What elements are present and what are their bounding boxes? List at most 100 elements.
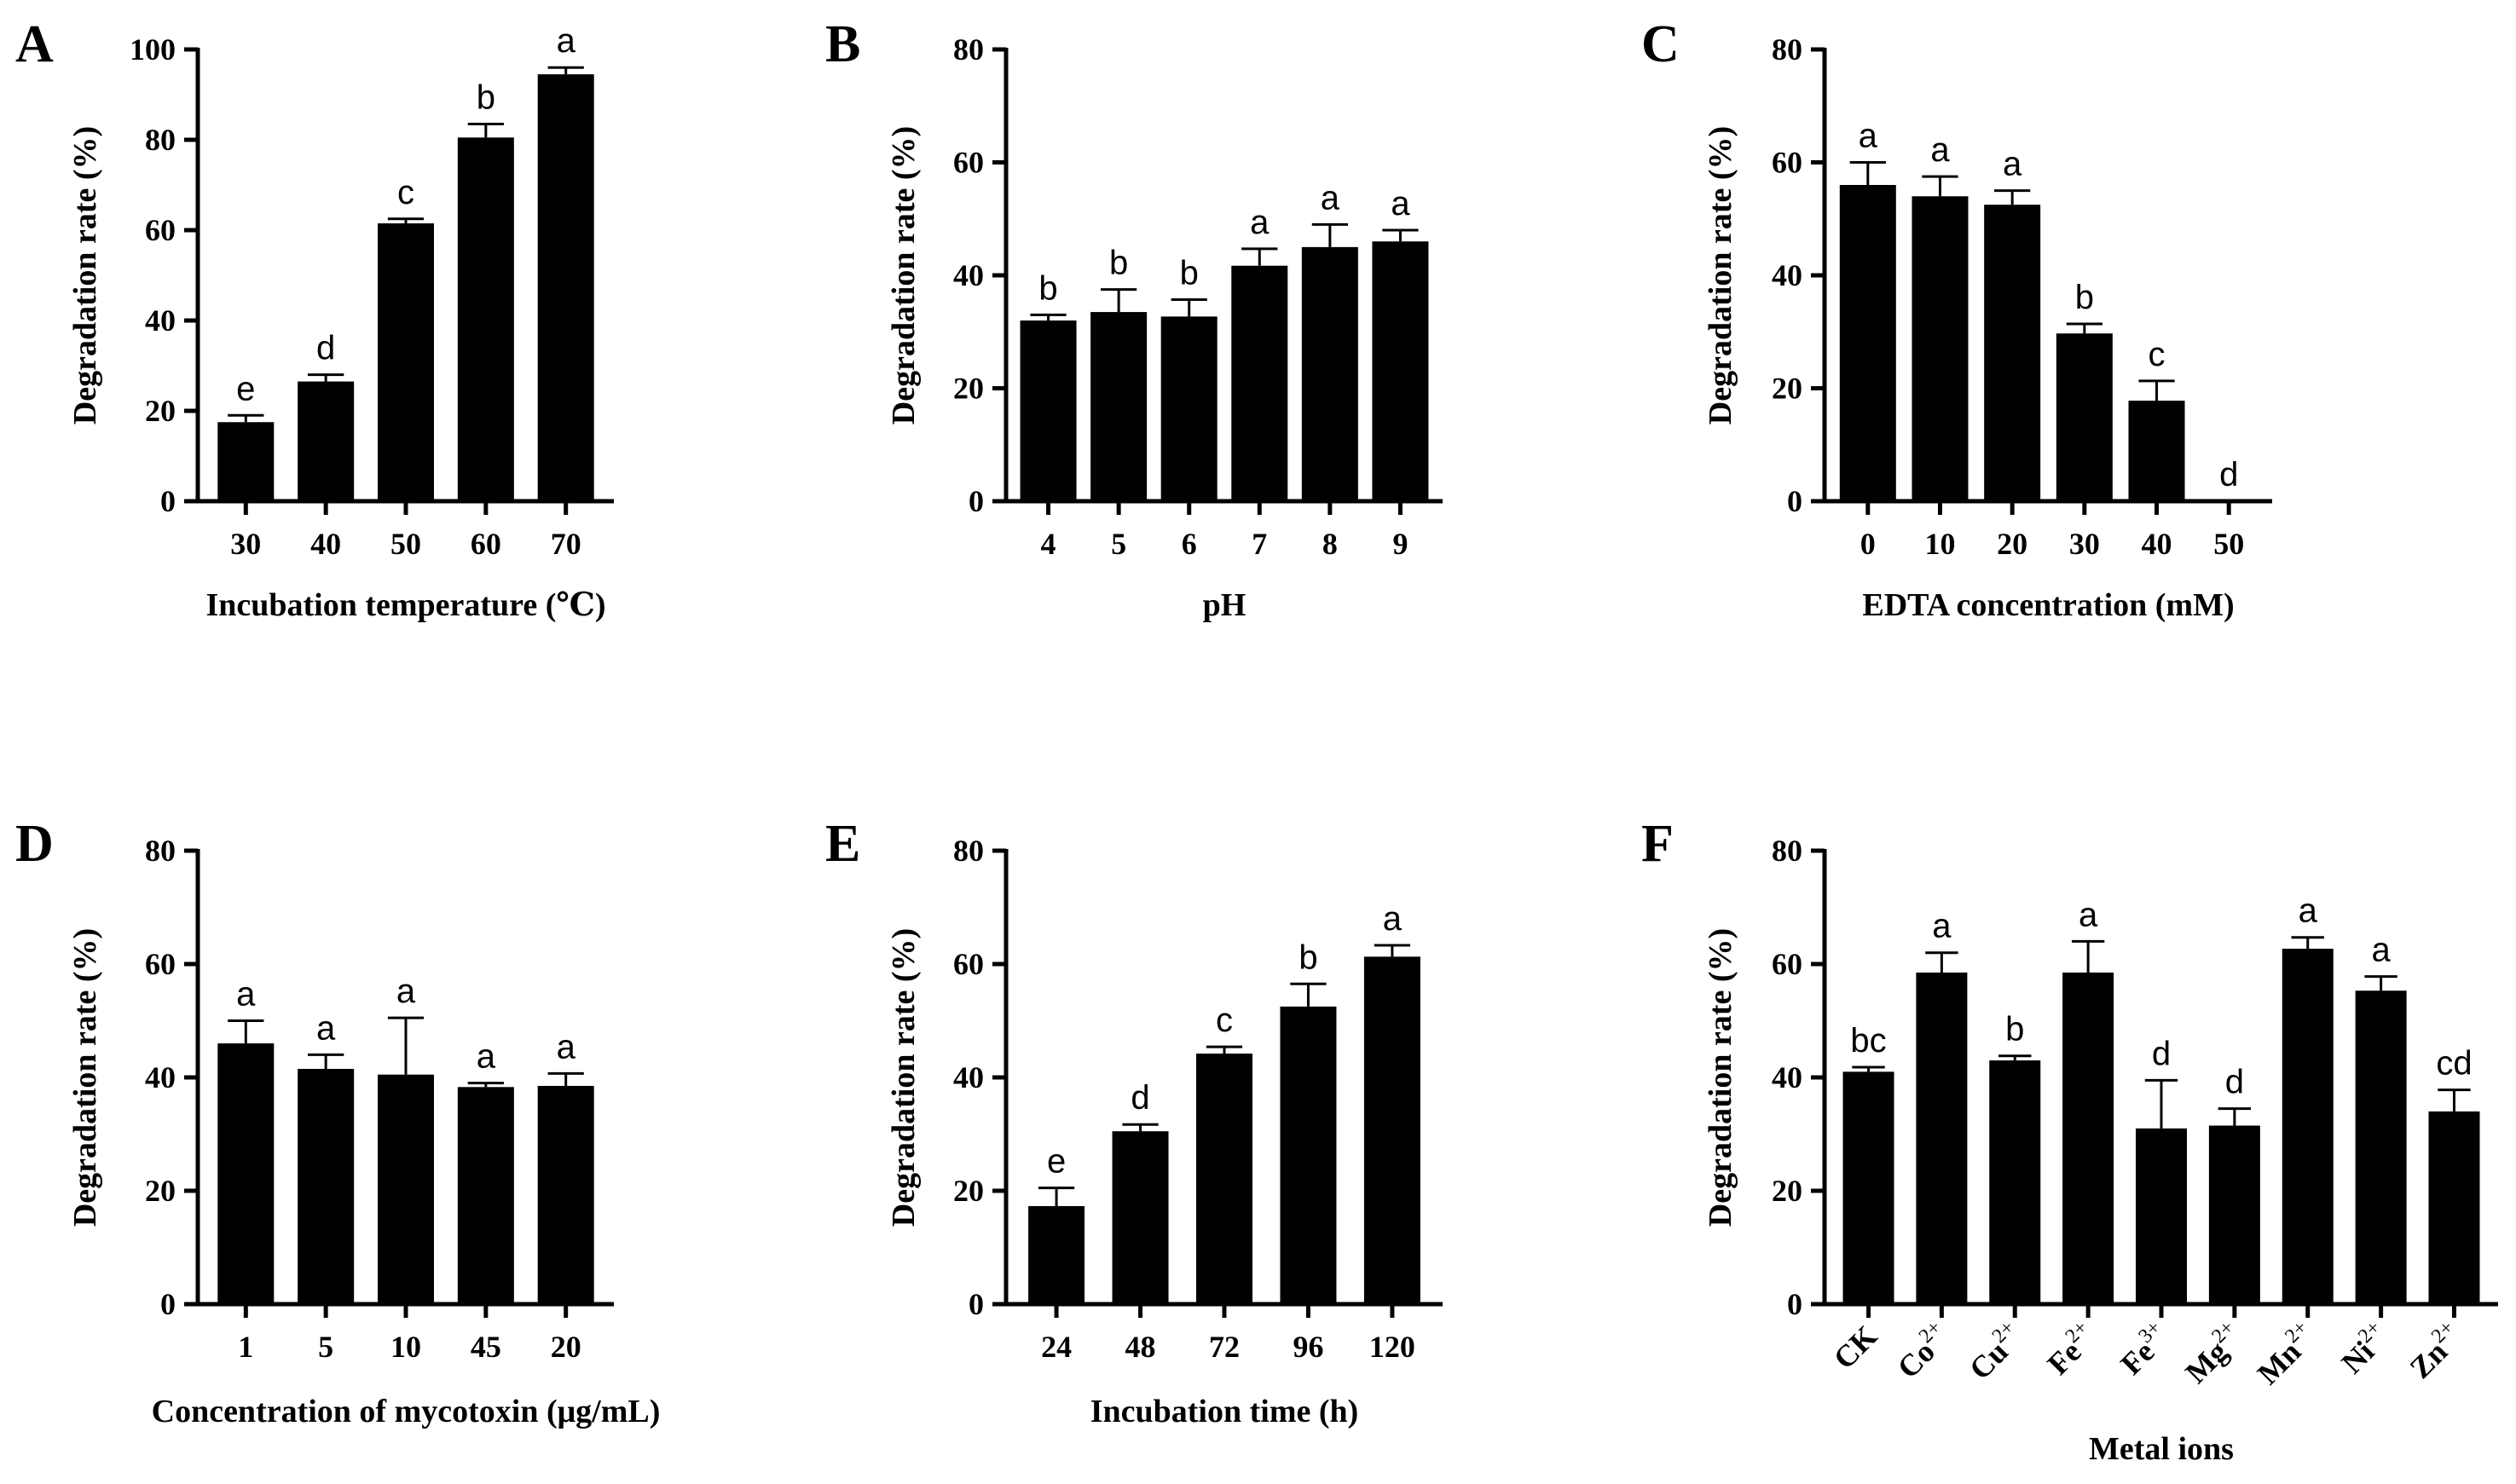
significance-label: a (2371, 932, 2391, 969)
y-tick-label: 60 (1772, 947, 1802, 981)
bar (2428, 1111, 2480, 1304)
significance-label: c (1216, 1002, 1233, 1039)
x-tick-label: 50 (390, 527, 421, 561)
significance-label: a (557, 1028, 576, 1065)
x-tick-label: 20 (1997, 527, 2027, 561)
error-bar (1922, 175, 1958, 197)
bar (1280, 1006, 1337, 1304)
significance-label: a (557, 22, 576, 60)
bar (298, 1069, 355, 1304)
x-tick-label: 72 (1209, 1330, 1240, 1364)
x-tick-label: 24 (1041, 1330, 1072, 1364)
y-tick-label: 0 (969, 484, 984, 518)
y-axis-title: Degradation rate (%) (1703, 928, 1738, 1227)
x-tick-label: Co2+ (1888, 1317, 1957, 1385)
significance-label: a (477, 1038, 496, 1076)
error-bar (1101, 288, 1137, 313)
significance-label: a (1321, 179, 1340, 217)
panel-d: Da a a a a 0 20 40 60 80 1 5 10 45 20 Concentration of … (15, 815, 660, 1429)
x-tick-label: 48 (1125, 1330, 1156, 1364)
ion-charge-superscript: 2+ (2427, 1317, 2458, 1348)
x-tick-label: Ni2+ (2333, 1317, 2397, 1381)
x-tick-label: 10 (1924, 527, 1955, 561)
x-tick-label: 6 (1182, 527, 1197, 561)
x-tick-label: Fe2+ (2039, 1317, 2103, 1382)
x-tick-label: 96 (1293, 1330, 1323, 1364)
y-tick-label: 60 (145, 947, 176, 981)
y-tick-label: 40 (953, 258, 984, 292)
y-tick-label: 20 (953, 1174, 984, 1208)
error-bar (467, 122, 504, 138)
significance-label: a (2003, 146, 2022, 183)
y-tick-label: 40 (145, 303, 176, 338)
bar (217, 422, 275, 501)
bar (1160, 316, 1218, 501)
y-axis-title: Degradation rate (%) (1703, 126, 1738, 424)
y-tick-label: 100 (130, 32, 176, 66)
panel-letter: F (1641, 815, 1674, 873)
y-tick-label: 80 (1772, 32, 1802, 66)
y-tick-label: 80 (1772, 834, 1802, 868)
error-bar (2138, 379, 2175, 401)
significance-label: c (397, 174, 414, 211)
bar (1028, 1205, 1085, 1304)
error-bar (1122, 1123, 1159, 1132)
error-bar (1849, 161, 1886, 185)
ion-charge-superscript: 2+ (2207, 1317, 2238, 1348)
bar (378, 1074, 434, 1304)
significance-label: a (1383, 900, 1403, 938)
error-bar (2218, 1107, 2252, 1126)
x-tick-label: Mg2+ (2177, 1317, 2250, 1390)
bar (537, 74, 594, 502)
significance-label: a (2079, 896, 2098, 933)
panel-letter: B (825, 15, 860, 73)
error-bar (2438, 1088, 2471, 1112)
panel-letter: A (15, 15, 54, 73)
significance-label: b (2075, 279, 2094, 316)
error-bar (2291, 936, 2324, 950)
y-tick-label: 60 (953, 947, 984, 981)
ion-charge-superscript: 2+ (2062, 1317, 2092, 1348)
panel-b: Bb b b a a a 0 20 40 60 80 4 5 6 7 8 9 pH Degradation rate… (825, 15, 1443, 623)
significance-label: b (1180, 254, 1199, 292)
y-tick-label: 80 (953, 834, 984, 868)
error-bar (1241, 247, 1278, 266)
y-tick-label: 20 (1772, 1174, 1802, 1208)
y-axis-title: Degradation rate (%) (67, 928, 103, 1227)
x-tick-label: 40 (2142, 527, 2172, 561)
x-tick-label: Mn2+ (2248, 1317, 2322, 1391)
x-tick-label: 50 (2213, 527, 2244, 561)
error-bar (228, 1019, 264, 1044)
significance-label: d (316, 330, 335, 367)
x-tick-label: Fe3+ (2112, 1317, 2177, 1382)
error-bar (1374, 944, 1411, 957)
x-axis-title: Metal ions (2089, 1431, 2234, 1467)
y-tick-label: 0 (160, 484, 176, 518)
bar (217, 1043, 275, 1304)
bar (2128, 401, 2185, 501)
bar (1984, 205, 2041, 501)
error-bar (228, 413, 264, 423)
panel-e: Ee d c b a 0 20 40 60 80 24 48 72 96 120 Incubation tim… (825, 815, 1443, 1429)
error-bar (1382, 228, 1419, 242)
x-tick-label: 45 (471, 1330, 501, 1364)
significance-label: e (236, 370, 255, 407)
significance-label: a (1391, 185, 1410, 222)
x-tick-label: 5 (318, 1330, 333, 1364)
significance-label: bc (1850, 1022, 1886, 1060)
significance-label: d (2152, 1035, 2171, 1072)
significance-label: d (1131, 1079, 1149, 1117)
y-tick-label: 40 (145, 1060, 176, 1094)
bar (1842, 1071, 1894, 1304)
significance-label: b (1298, 938, 1317, 976)
bar (378, 223, 434, 501)
bar (2062, 972, 2114, 1304)
x-tick-label: 20 (551, 1330, 581, 1364)
y-tick-label: 60 (953, 146, 984, 180)
y-tick-label: 80 (145, 123, 176, 157)
bar (457, 137, 514, 501)
bar (1020, 320, 1077, 501)
significance-label: d (2219, 456, 2238, 494)
significance-label: b (2005, 1011, 2024, 1048)
bar (1112, 1131, 1169, 1304)
